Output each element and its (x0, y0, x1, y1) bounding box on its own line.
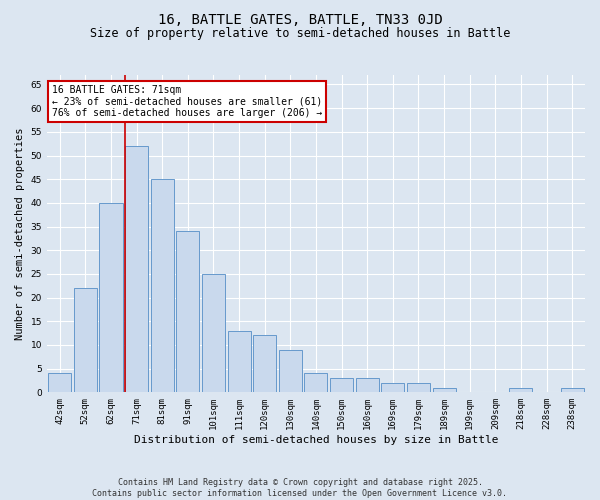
Bar (176, 232, 199, 392)
Text: 16, BATTLE GATES, BATTLE, TN33 0JD: 16, BATTLE GATES, BATTLE, TN33 0JD (158, 12, 442, 26)
Text: 16 BATTLE GATES: 71sqm
← 23% of semi-detached houses are smaller (61)
76% of sem: 16 BATTLE GATES: 71sqm ← 23% of semi-det… (52, 84, 323, 117)
Bar (202, 274, 225, 392)
Bar (433, 388, 455, 392)
Bar (253, 336, 276, 392)
Bar (381, 383, 404, 392)
Bar (407, 383, 430, 392)
Y-axis label: Number of semi-detached properties: Number of semi-detached properties (15, 128, 25, 340)
Bar (356, 378, 379, 392)
Bar (227, 331, 251, 392)
X-axis label: Distribution of semi-detached houses by size in Battle: Distribution of semi-detached houses by … (134, 435, 498, 445)
Bar (74, 288, 97, 393)
Bar (100, 203, 122, 392)
Bar (304, 374, 328, 392)
Bar (151, 179, 174, 392)
Bar (48, 374, 71, 392)
Bar (330, 378, 353, 392)
Text: Size of property relative to semi-detached houses in Battle: Size of property relative to semi-detach… (90, 28, 510, 40)
Bar (279, 350, 302, 393)
Bar (509, 388, 532, 392)
Text: Contains HM Land Registry data © Crown copyright and database right 2025.
Contai: Contains HM Land Registry data © Crown c… (92, 478, 508, 498)
Bar (560, 388, 584, 392)
Bar (125, 146, 148, 392)
